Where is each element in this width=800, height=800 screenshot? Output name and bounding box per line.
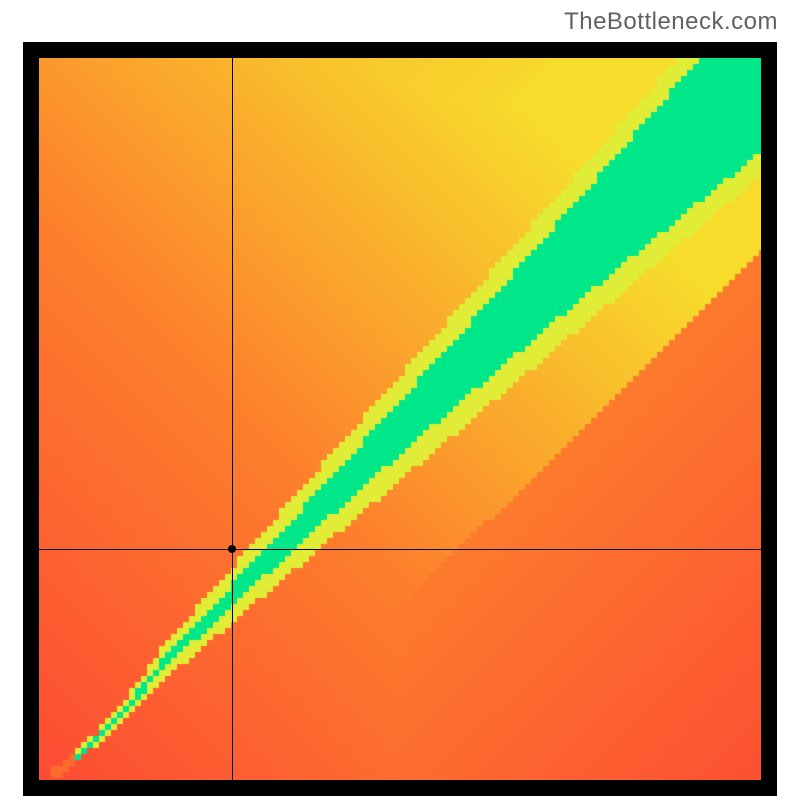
bottleneck-heatmap [39,58,761,780]
crosshair-horizontal [39,549,761,550]
watermark-text: TheBottleneck.com [564,8,778,36]
crosshair-vertical [232,58,233,780]
chart-frame [23,42,777,796]
crosshair-point [228,545,236,553]
heatmap-plot-area [39,58,761,780]
